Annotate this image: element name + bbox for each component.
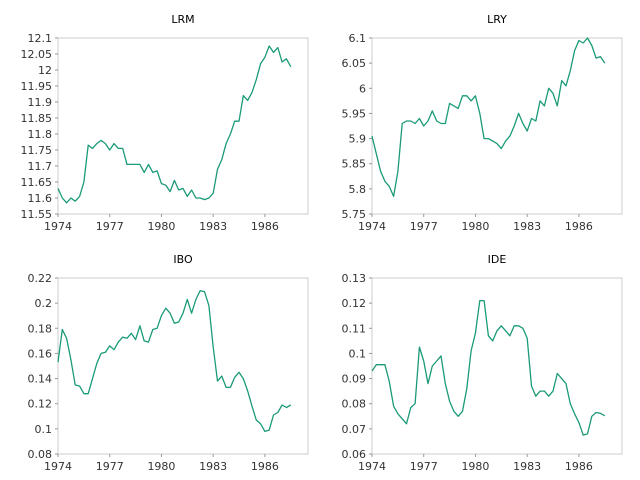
chart-panel-ide: IDE 0.06 0.07 0.08 0.09 0.1 0.11 0.12 0.13 1974 19…: [342, 253, 623, 473]
y-tick-label: 5.85: [342, 158, 367, 171]
y-tick-label: 0.12: [342, 297, 367, 310]
y-tick-label: 0.1: [349, 347, 367, 360]
x-tick-label: 1974: [44, 460, 72, 473]
plot-frame: [371, 37, 623, 215]
x-tick-label: 1983: [199, 460, 227, 473]
y-tick-label: 0.11: [342, 322, 367, 335]
x-tick-label: 1983: [513, 460, 541, 473]
y-tick-label: 0.08: [28, 448, 53, 461]
y-tick-label: 11.6: [28, 192, 53, 205]
x-tick-label: 1986: [565, 460, 593, 473]
y-tick-label: 0.13: [342, 272, 367, 285]
x-tick-label: 1980: [461, 220, 489, 233]
x-tick-label: 1980: [461, 460, 489, 473]
y-tick-label: 11.75: [21, 144, 53, 157]
y-tick-label: 0.07: [342, 423, 367, 436]
x-tick-label: 1986: [565, 220, 593, 233]
chart-title: IDE: [488, 253, 507, 266]
y-tick-label: 11.55: [21, 208, 53, 221]
x-tick-label: 1980: [147, 460, 175, 473]
y-tick-label: 11.95: [21, 80, 53, 93]
y-tick-label: 11.65: [21, 176, 53, 189]
y-tick-label: 0.09: [342, 373, 367, 386]
y-tick-label: 11.85: [21, 112, 53, 125]
y-tick-label: 5.8: [349, 183, 367, 196]
x-tick-label: 1977: [410, 460, 438, 473]
y-tick-label: 6.1: [349, 32, 367, 45]
y-tick-label: 12.05: [21, 48, 53, 61]
series-line: [57, 289, 292, 433]
chart-panel-ibo: IBO 0.08 0.1 0.12 0.14 0.16 0.18 0.2 0.22 1974 197…: [28, 253, 309, 473]
series-line: [371, 37, 606, 198]
y-tick-label: 5.95: [342, 107, 367, 120]
y-tick-label: 6: [359, 82, 366, 95]
y-tick-label: 5.75: [342, 208, 367, 221]
y-tick-label: 6.05: [342, 57, 367, 70]
x-tick-label: 1983: [513, 220, 541, 233]
chart-title: IBO: [173, 253, 193, 266]
chart-title: LRY: [487, 13, 507, 26]
x-tick-label: 1983: [199, 220, 227, 233]
y-tick-label: 0.1: [35, 423, 53, 436]
x-tick-label: 1974: [358, 460, 386, 473]
y-tick-label: 12: [38, 64, 52, 77]
chart-title: LRM: [171, 13, 194, 26]
y-tick-label: 0.16: [28, 347, 53, 360]
y-tick-label: 5.9: [349, 133, 367, 146]
series-line: [371, 299, 606, 436]
series-line: [57, 45, 292, 204]
plot-frame: [57, 37, 309, 215]
y-tick-label: 0.14: [28, 373, 53, 386]
y-tick-label: 12.1: [28, 32, 53, 45]
x-tick-label: 1977: [410, 220, 438, 233]
plot-frame: [371, 277, 623, 455]
chart-panel-lrm: LRM 11.55 11.6 11.65 11.7 11.75 11.8 11.85 11.9 1…: [21, 13, 309, 233]
y-tick-label: 0.12: [28, 398, 53, 411]
x-tick-label: 1986: [251, 220, 279, 233]
y-tick-label: 0.18: [28, 322, 53, 335]
x-tick-label: 1974: [358, 220, 386, 233]
y-tick-label: 0.08: [342, 398, 367, 411]
y-tick-label: 11.7: [28, 160, 53, 173]
y-tick-label: 0.2: [35, 297, 53, 310]
plot-frame: [57, 277, 309, 455]
y-tick-label: 0.06: [342, 448, 367, 461]
chart-panel-lry: LRY 5.75 5.8 5.85 5.9 5.95 6 6.05 6.1 1974 1977 198…: [342, 13, 623, 233]
y-tick-label: 11.9: [28, 96, 53, 109]
y-tick-label: 0.22: [28, 272, 53, 285]
x-tick-label: 1986: [251, 460, 279, 473]
x-tick-label: 1977: [96, 220, 124, 233]
y-tick-label: 11.8: [28, 128, 53, 141]
x-tick-label: 1980: [147, 220, 175, 233]
x-tick-label: 1974: [44, 220, 72, 233]
x-tick-label: 1977: [96, 460, 124, 473]
